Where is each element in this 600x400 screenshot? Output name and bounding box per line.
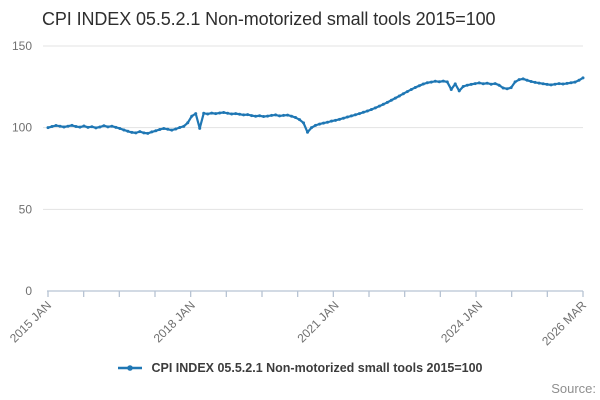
y-axis-tick-labels: 0 50 100 150 (12, 39, 32, 298)
source-label: Source: (551, 381, 596, 396)
data-point-markers (46, 76, 585, 135)
chart-title: CPI INDEX 05.5.2.1 Non-motorized small t… (42, 9, 496, 29)
svg-text:2018 JAN: 2018 JAN (151, 298, 198, 345)
legend-label: CPI INDEX 05.5.2.1 Non-motorized small t… (151, 361, 483, 375)
svg-text:50: 50 (19, 202, 33, 216)
x-axis-ticks (47, 291, 584, 297)
svg-text:2026 MAR: 2026 MAR (539, 298, 589, 348)
x-axis-tick-labels: 2015 JAN 2018 JAN 2021 JAN 2024 JAN 2026 MAR (7, 298, 589, 348)
svg-text:2021 JAN: 2021 JAN (294, 298, 341, 345)
legend-line-marker-icon (118, 365, 143, 371)
svg-text:0: 0 (25, 284, 32, 298)
svg-text:100: 100 (12, 121, 32, 135)
legend: CPI INDEX 05.5.2.1 Non-motorized small t… (0, 361, 600, 375)
svg-text:2015 JAN: 2015 JAN (7, 298, 54, 345)
svg-text:2024 JAN: 2024 JAN (438, 298, 485, 345)
svg-text:150: 150 (12, 39, 32, 53)
